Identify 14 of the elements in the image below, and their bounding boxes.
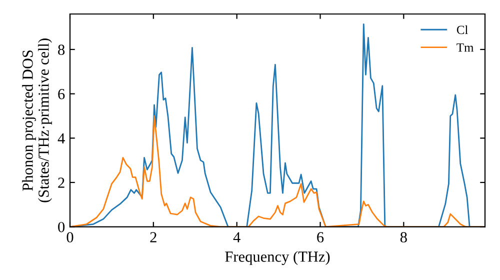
x-tick-label: 6 <box>317 232 324 242</box>
x-tick-label: 0 <box>66 232 74 242</box>
y-tick-label: 8 <box>58 44 65 55</box>
y-tick-label: 0 <box>58 222 65 232</box>
x-tick-label: 4 <box>233 232 240 242</box>
y-tick-label: 4 <box>58 133 65 144</box>
legend-label: Cl <box>456 25 468 34</box>
legend-label: Tm <box>456 43 474 52</box>
y-axis-title: Phonon projected DOS (States/THz·primitive cell) <box>22 38 52 202</box>
x-tick-label: 2 <box>150 232 156 242</box>
x-axis-title: Frequency (THz) <box>225 251 330 265</box>
y-tick-label: 6 <box>58 88 65 100</box>
y-tick-label: 2 <box>58 178 64 188</box>
x-tick-label: 8 <box>400 232 407 242</box>
